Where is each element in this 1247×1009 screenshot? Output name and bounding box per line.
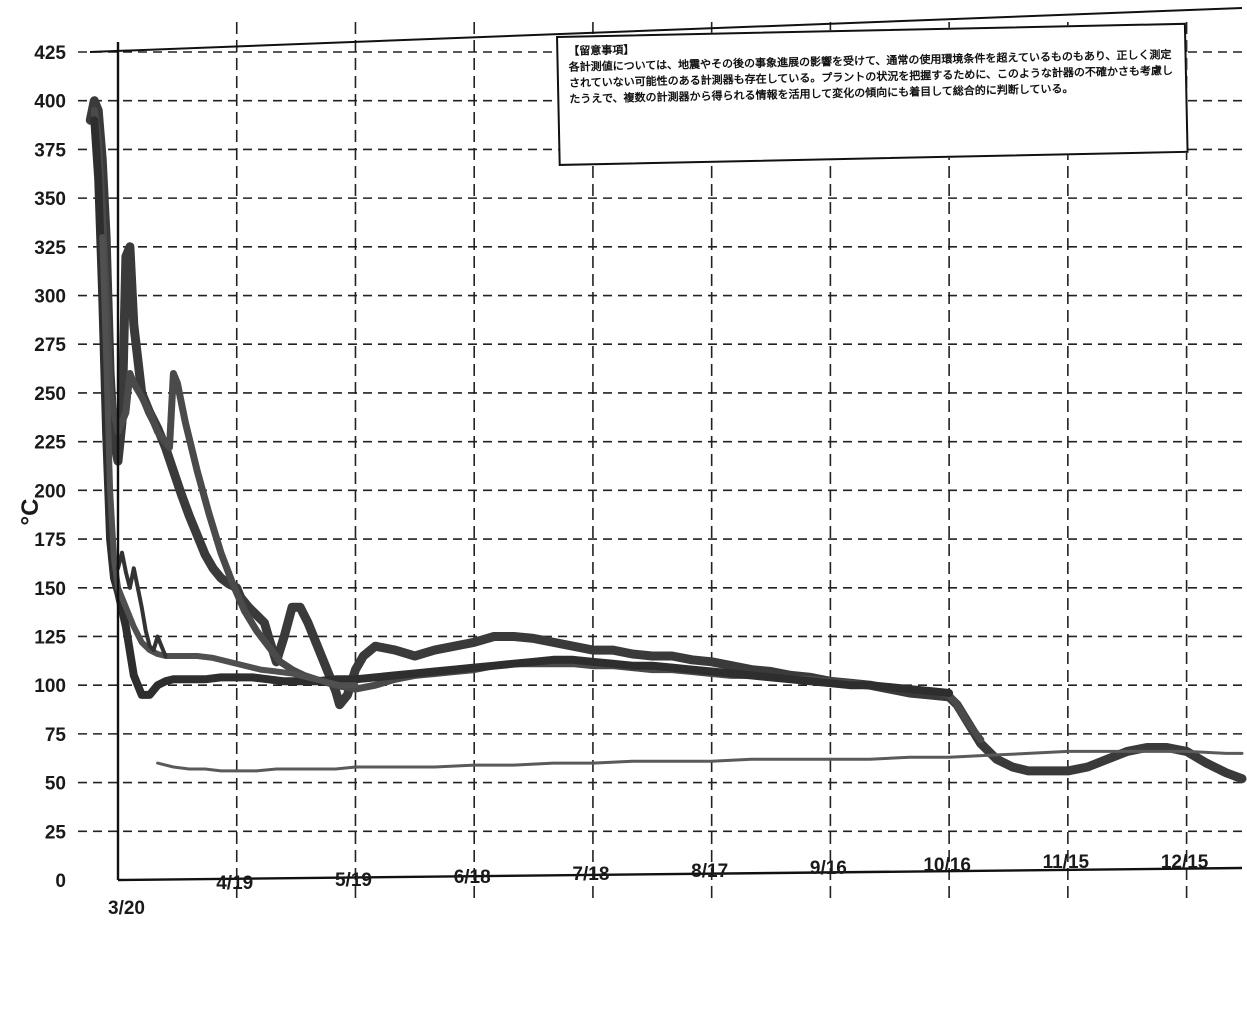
grid-lines: [78, 22, 1242, 898]
series-lines: [85, 96, 1247, 784]
caution-note-box: 【留意事項】 各計測値については、地震やその後の事象進展の影響を受けて、通常の使…: [556, 22, 1189, 166]
x-tick-label: 5/19: [335, 870, 372, 891]
axes: [89, 7, 1243, 882]
y-tick-label: 200: [34, 481, 66, 502]
x-tick-label: 9/16: [810, 858, 847, 879]
y-tick-label: 250: [34, 384, 66, 405]
y-tick-label: 0: [55, 871, 66, 892]
series-line: [116, 550, 168, 658]
x-tick-label: 10/16: [923, 855, 971, 876]
y-tick-label: 225: [34, 433, 66, 454]
y-tick-label: 425: [34, 43, 66, 64]
y-tick-label: 100: [34, 676, 66, 697]
y-tick-label: 375: [34, 140, 66, 161]
y-tick-label: 75: [45, 725, 67, 746]
y-tick-label: 125: [34, 627, 66, 648]
x-tick-label: 8/17: [691, 861, 728, 882]
x-tick-label: 4/19: [216, 873, 253, 894]
x-tick-label: 7/18: [572, 864, 609, 885]
series-line: [90, 116, 954, 699]
series-line: [99, 234, 359, 689]
y-tick-label: 400: [34, 92, 66, 113]
y-tick-label: 50: [45, 774, 66, 795]
y-tick-label: 150: [34, 579, 66, 600]
y-tick-labels: 0 25 50 75 100 125 150 175 200 225 250 275 300 325 350…: [34, 43, 66, 892]
y-tick-label: 275: [34, 335, 66, 356]
y-tick-label: 300: [34, 287, 66, 308]
x-tick-label: 6/18: [454, 867, 491, 888]
y-axis-label: °C: [17, 499, 44, 526]
y-tick-label: 25: [45, 822, 67, 843]
series-line: [156, 749, 1244, 773]
y-tick-label: 350: [34, 189, 66, 210]
series-line: [90, 106, 985, 744]
x-tick-label: 12/15: [1161, 852, 1209, 873]
x-axis-line: [117, 866, 1243, 882]
y-tick-label: 325: [34, 238, 66, 259]
y-tick-label: 175: [34, 530, 66, 551]
x-tick-label: 3/20: [108, 898, 145, 919]
x-tick-label: 11/15: [1043, 852, 1090, 873]
top-frame-line: [89, 7, 1243, 53]
x-tick-labels: 3/20 4/19 5/19 6/18 7/18 8/17 9/16 10/16 11/15 12…: [108, 852, 1209, 919]
